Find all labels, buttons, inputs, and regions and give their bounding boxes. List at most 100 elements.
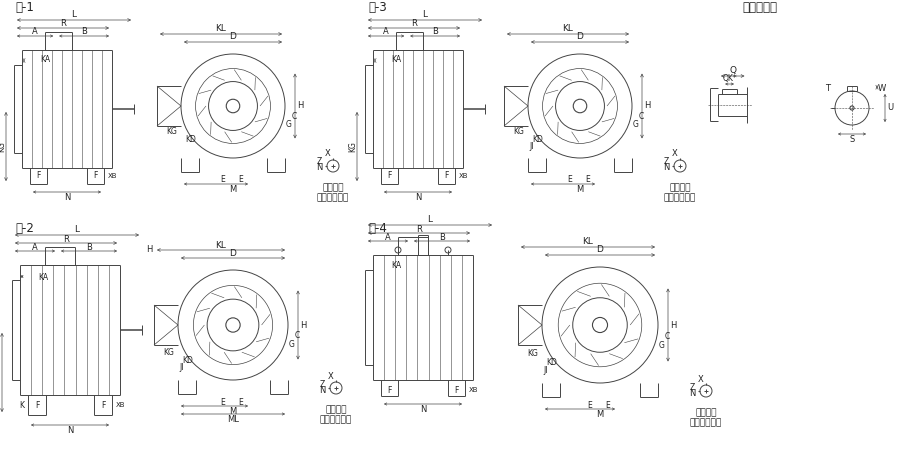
Text: T: T [825,84,830,93]
Text: C: C [638,112,644,121]
Text: 取付足を: 取付足を [670,183,691,193]
Text: F: F [101,401,105,409]
Text: KG: KG [0,141,6,152]
Text: A: A [383,28,389,36]
Text: KG: KG [513,128,524,136]
Text: KA: KA [38,272,48,282]
Text: L: L [428,215,433,225]
Text: XB: XB [108,173,118,179]
Text: A: A [32,28,38,36]
Text: F: F [445,171,449,181]
Text: E: E [588,401,592,409]
Text: B: B [439,232,445,242]
Text: 上側より見て: 上側より見て [320,415,352,425]
Text: N: N [662,164,670,172]
Text: M: M [230,184,237,194]
Text: 図-4: 図-4 [368,221,387,235]
Text: M: M [576,184,583,194]
Text: A: A [32,242,38,252]
Text: KA: KA [40,55,50,65]
Text: 上側より見て: 上側より見て [690,419,722,427]
Text: 上側より見て: 上側より見て [664,194,696,202]
Text: G: G [289,340,295,349]
Text: R: R [63,235,69,243]
Text: W: W [878,84,886,93]
Text: F: F [387,171,392,181]
Text: G: G [633,120,639,129]
Text: D: D [230,248,237,258]
Text: E: E [586,176,590,184]
Text: D: D [577,32,583,41]
Text: KD: KD [546,358,557,367]
Text: L: L [422,11,427,19]
Text: 取付足を: 取付足を [322,183,344,193]
Text: JI: JI [530,142,535,151]
Text: H: H [670,320,676,330]
Text: R: R [411,19,417,29]
Text: KD: KD [533,135,544,144]
Text: Q: Q [729,66,736,76]
Text: Z: Z [317,158,321,166]
Text: ML: ML [227,414,239,424]
Text: X: X [672,149,678,159]
Text: H: H [297,101,303,111]
Text: KG: KG [348,141,357,152]
Text: M: M [597,409,604,419]
Text: X: X [698,374,704,384]
Text: F: F [36,171,40,181]
Text: E: E [220,176,225,184]
Text: 図-3: 図-3 [368,1,387,14]
Text: C: C [294,331,300,341]
Text: X: X [328,372,334,380]
Text: G: G [286,120,292,129]
Text: N: N [319,385,325,395]
Text: U: U [886,104,893,112]
Text: 取付足を: 取付足を [325,406,346,414]
Text: 取付足を: 取付足を [695,408,716,418]
Text: B: B [432,28,438,36]
Text: L: L [71,11,76,19]
Text: 上側より見て: 上側より見て [317,194,349,202]
Text: KL: KL [216,24,227,34]
Text: E: E [238,176,243,184]
Text: X: X [325,149,331,159]
Text: G: G [659,341,665,350]
Text: KG: KG [527,349,538,359]
Text: B: B [81,28,87,36]
Text: D: D [597,246,603,254]
Text: H: H [300,320,306,330]
Text: K: K [19,401,24,409]
Text: KG: KG [0,367,3,378]
Text: 軸端寸法図: 軸端寸法図 [742,1,778,14]
Text: E: E [220,397,225,407]
Text: E: E [238,397,243,407]
Text: Z: Z [320,379,325,389]
Text: KL: KL [562,24,573,34]
Text: KA: KA [391,55,401,65]
Text: F: F [35,401,40,409]
Text: KA: KA [391,260,401,270]
Text: E: E [568,176,572,184]
Text: N: N [64,193,70,201]
Text: D: D [230,32,237,41]
Text: QK*: QK* [722,75,737,83]
Text: B: B [86,242,92,252]
Text: Z: Z [663,158,669,166]
Text: XB: XB [459,173,469,179]
Text: A: A [385,232,391,242]
Text: C: C [664,332,670,341]
Text: XB: XB [469,387,479,393]
Text: KG: KG [163,348,174,357]
Text: F: F [94,171,98,181]
Text: Z: Z [689,383,695,391]
Text: H: H [146,244,152,254]
Text: N: N [419,404,427,414]
Text: S: S [850,135,855,143]
Text: N: N [316,164,322,172]
Text: L: L [75,225,79,235]
Text: KD: KD [185,135,196,144]
Text: H: H [644,101,650,111]
Text: F: F [454,385,459,395]
Text: E: E [606,401,610,409]
Text: N: N [67,426,73,435]
